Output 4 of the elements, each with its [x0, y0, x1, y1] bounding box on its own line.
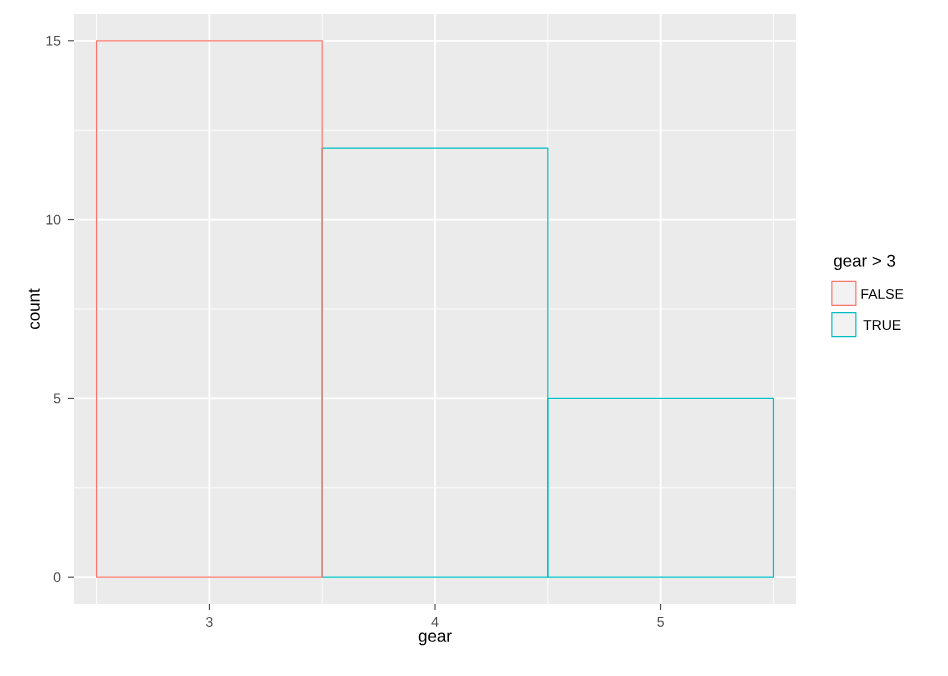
bar: [95, 40, 323, 578]
x-axis-title: gear: [418, 632, 452, 646]
y-axis-title: count: [28, 288, 40, 329]
legend-title: gear > 3: [834, 254, 896, 270]
